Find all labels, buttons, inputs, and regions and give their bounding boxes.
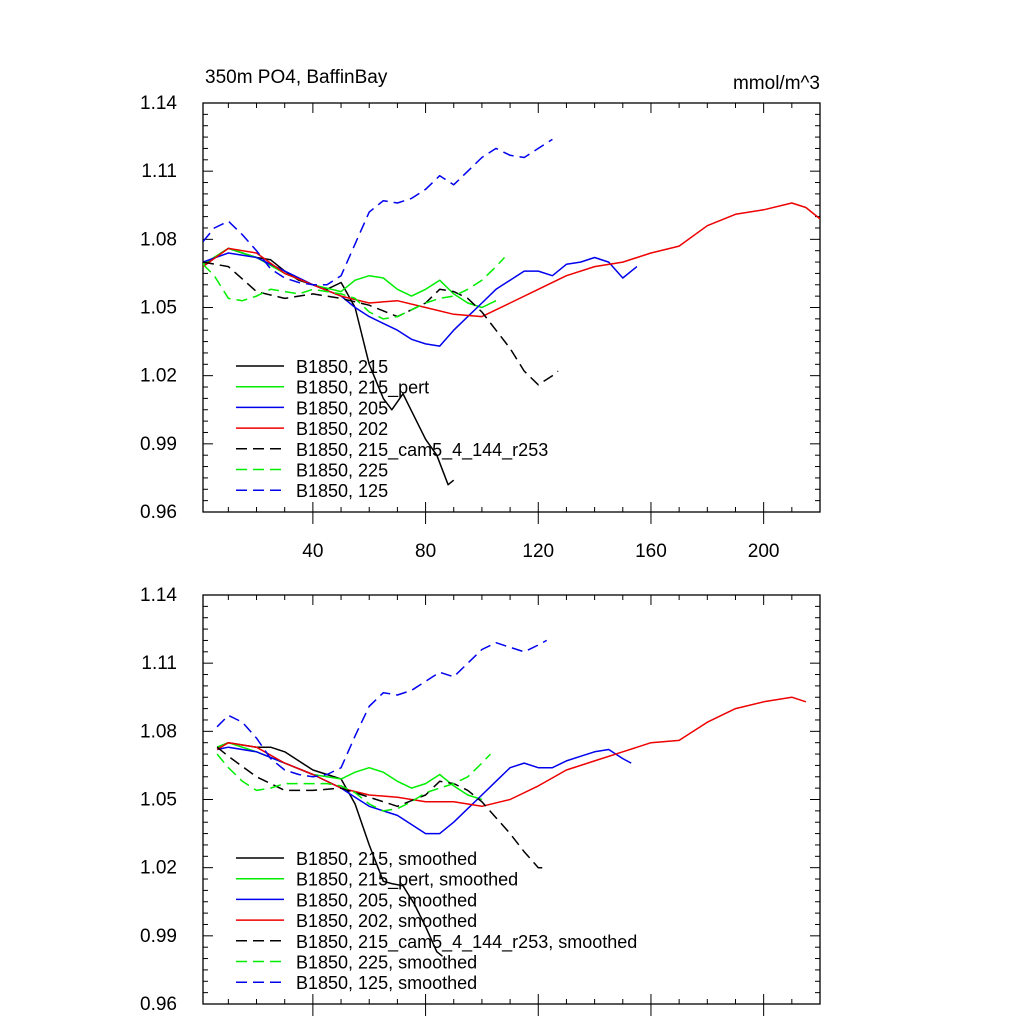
y-tick-label: 0.99 <box>140 926 177 947</box>
y-tick-label: 0.99 <box>140 434 177 455</box>
y-tick-label: 1.05 <box>140 298 177 319</box>
series-line-3 <box>203 252 638 347</box>
series-line-5 <box>216 746 547 869</box>
legend-label: B1850, 215_pert <box>296 378 429 399</box>
y-tick-label: 1.14 <box>140 93 177 114</box>
x-tick-label: 120 <box>522 541 554 562</box>
y-tick-label: 0.96 <box>140 502 177 523</box>
chart-panel-1: 0.96 0.99 1.02 1.05 1.08 1.11 1.14 40 80 120 160 20… <box>140 67 821 562</box>
y-tick-label: 1.08 <box>140 229 177 250</box>
series-line-7 <box>216 639 548 778</box>
y-tick-label: 1.14 <box>140 585 177 606</box>
y-tick-label: 0.96 <box>140 994 177 1015</box>
series-line-6 <box>216 753 491 812</box>
y-tick-label: 1.02 <box>140 366 177 387</box>
series-lines <box>216 639 807 957</box>
series-line-5 <box>203 261 559 386</box>
x-tick-label: 80 <box>415 541 436 562</box>
legend-label: B1850, 215 <box>296 357 388 377</box>
legend-label: B1850, 125, smoothed <box>296 973 477 993</box>
y-tick-label: 1.11 <box>141 161 177 182</box>
series-lines <box>203 138 820 486</box>
y-tick-label: 1.05 <box>140 790 177 811</box>
legend-label: B1850, 215_pert, smoothed <box>296 870 518 891</box>
series-line-4 <box>203 202 820 318</box>
units-label: mmol/m^3 <box>733 73 820 94</box>
legend-label: B1850, 215, smoothed <box>296 849 477 869</box>
series-line-4 <box>216 696 807 808</box>
series-line-7 <box>203 138 553 286</box>
legend-label: B1850, 125 <box>296 481 388 501</box>
legend-label: B1850, 225 <box>296 461 388 481</box>
x-tick-label: 160 <box>635 541 667 562</box>
legend-label: B1850, 215_cam5_4_144_r253, smoothed <box>296 932 637 953</box>
legend-label: B1850, 205, smoothed <box>296 890 477 910</box>
legend-label: B1850, 215_cam5_4_144_r253 <box>296 440 548 461</box>
chart-title: 350m PO4, BaffinBay <box>205 67 388 88</box>
x-tick-label: 40 <box>302 541 323 562</box>
legend-label: B1850, 205 <box>296 398 388 418</box>
series-line-6 <box>203 256 506 320</box>
y-tick-label: 1.11 <box>141 653 177 674</box>
chart-panel-2: 0.96 0.99 1.02 1.05 1.08 1.11 1.14 B1850, 215, … <box>140 585 821 1016</box>
y-tick-label: 1.02 <box>140 858 177 879</box>
legend-label: B1850, 225, smoothed <box>296 953 477 973</box>
series-line-2 <box>203 247 497 309</box>
legend-label: B1850, 202, smoothed <box>296 911 477 931</box>
y-tick-label: 1.08 <box>140 721 177 742</box>
legend-label: B1850, 202 <box>296 419 388 439</box>
x-tick-label: 200 <box>748 541 780 562</box>
